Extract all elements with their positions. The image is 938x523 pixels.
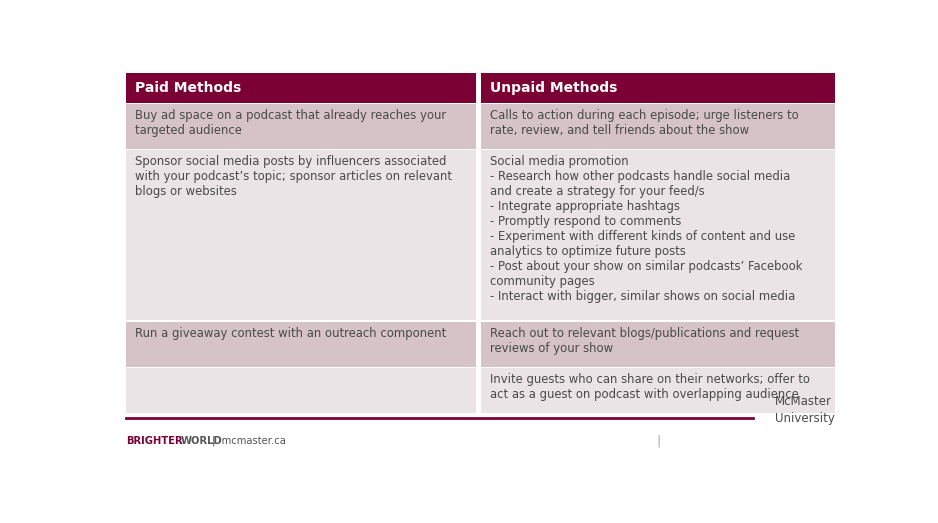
FancyBboxPatch shape — [480, 150, 836, 321]
FancyBboxPatch shape — [480, 73, 836, 103]
Text: |  mcmaster.ca: | mcmaster.ca — [213, 435, 286, 446]
Text: Calls to action during each episode; urge listeners to
rate, review, and tell fr: Calls to action during each episode; urg… — [491, 109, 799, 137]
Text: BRIGHTER: BRIGHTER — [126, 436, 183, 446]
Text: Invite guests who can share on their networks; offer to
act as a guest on podcas: Invite guests who can share on their net… — [491, 373, 810, 401]
FancyBboxPatch shape — [126, 150, 477, 321]
Text: Run a giveaway contest with an outreach component: Run a giveaway contest with an outreach … — [135, 327, 446, 340]
Text: Social media promotion
- Research how other podcasts handle social media
and cre: Social media promotion - Research how ot… — [491, 155, 803, 303]
FancyBboxPatch shape — [126, 368, 477, 413]
FancyBboxPatch shape — [480, 322, 836, 367]
Text: Buy ad space on a podcast that already reaches your
targeted audience: Buy ad space on a podcast that already r… — [135, 109, 446, 137]
FancyBboxPatch shape — [126, 73, 477, 103]
FancyBboxPatch shape — [480, 104, 836, 149]
Text: Sponsor social media posts by influencers associated
with your podcast’s topic; : Sponsor social media posts by influencer… — [135, 155, 452, 198]
FancyBboxPatch shape — [126, 322, 477, 367]
Text: WORLD: WORLD — [180, 436, 222, 446]
Text: Reach out to relevant blogs/publications and request
reviews of your show: Reach out to relevant blogs/publications… — [491, 327, 799, 355]
FancyBboxPatch shape — [126, 104, 477, 149]
Text: Paid Methods: Paid Methods — [135, 81, 242, 95]
Text: McMaster
University: McMaster University — [775, 395, 835, 425]
FancyBboxPatch shape — [480, 368, 836, 413]
Text: Unpaid Methods: Unpaid Methods — [491, 81, 617, 95]
Text: |: | — [657, 434, 661, 447]
